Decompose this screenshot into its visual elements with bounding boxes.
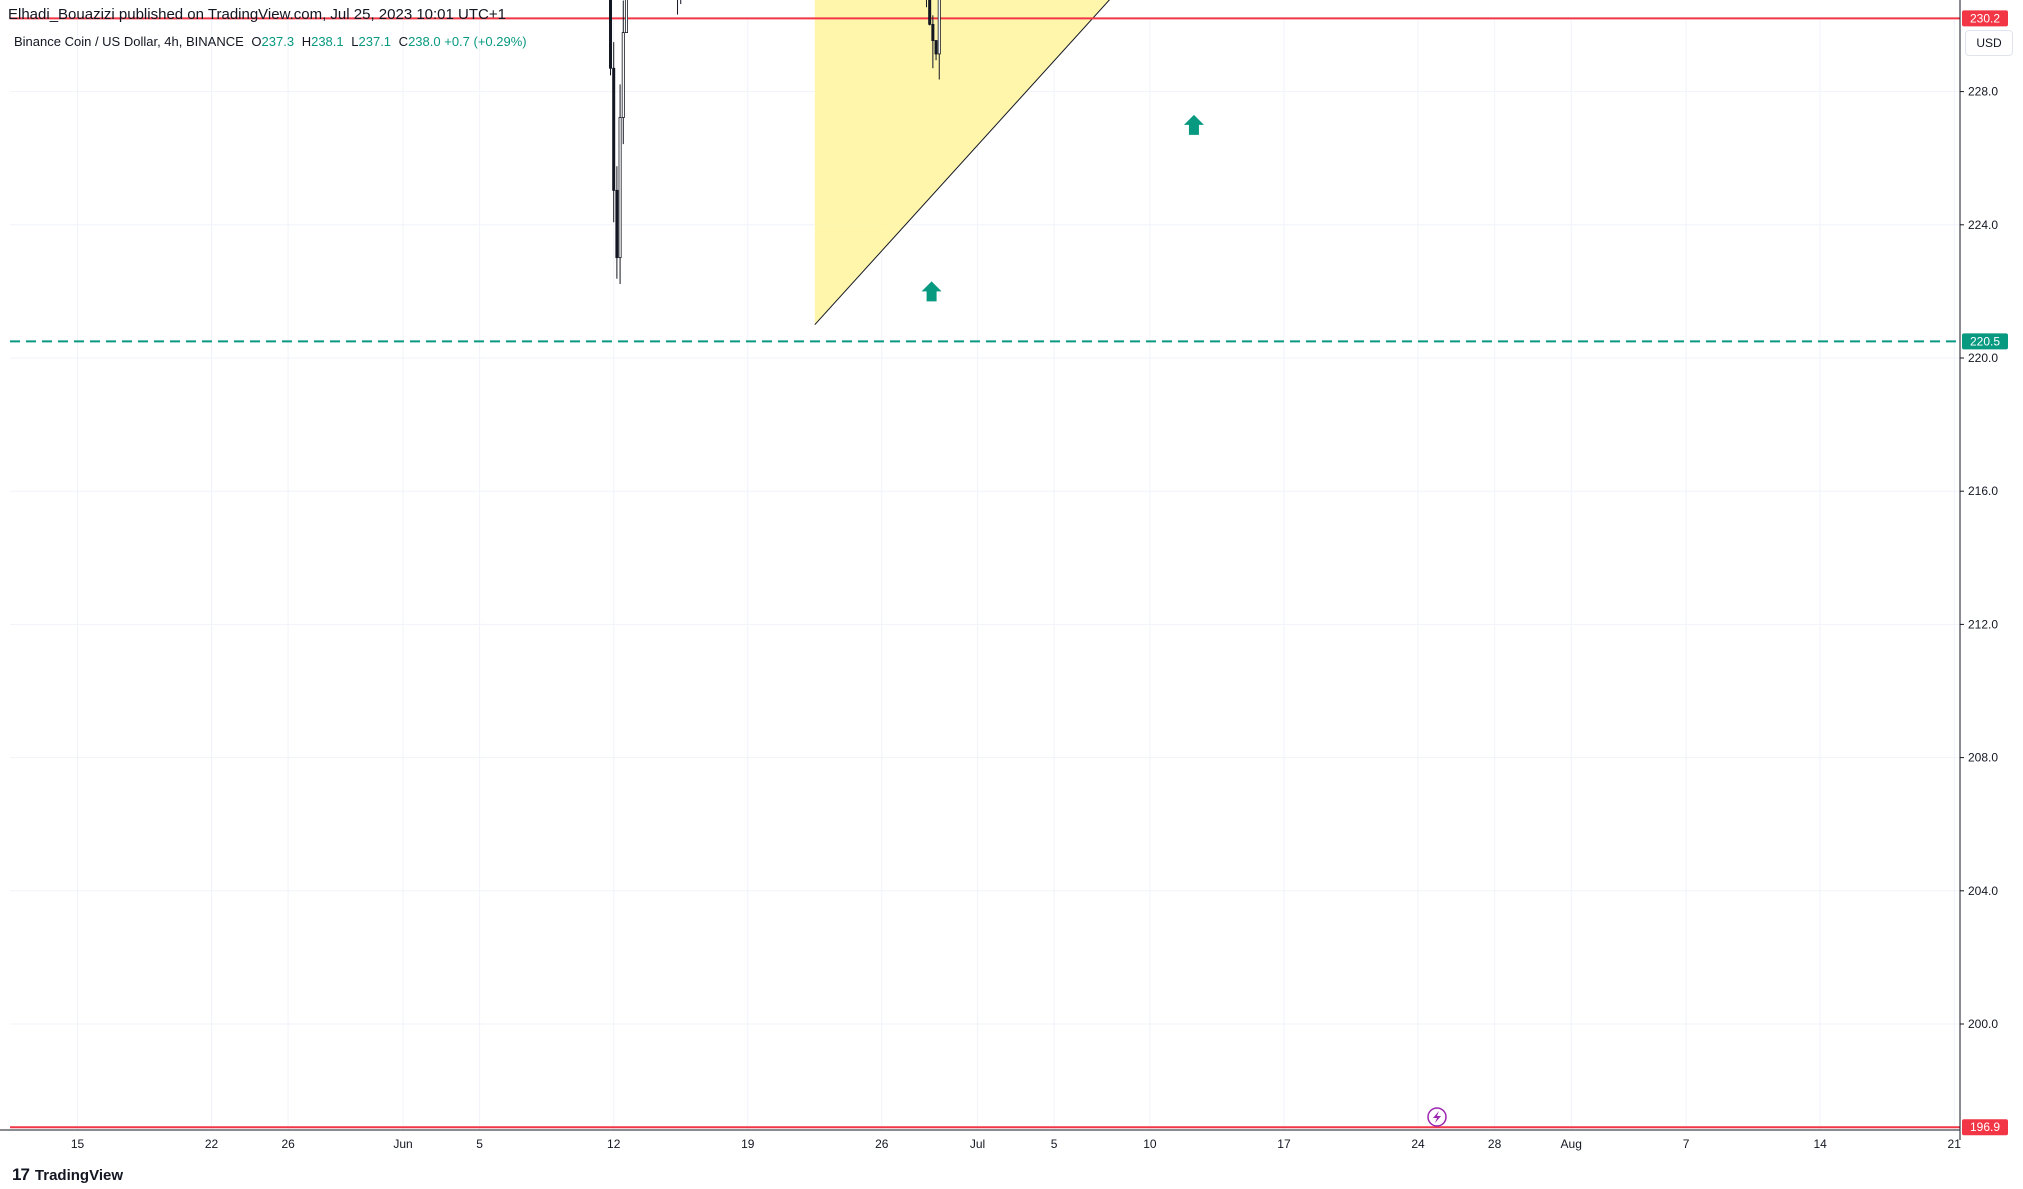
x-tick-label: 19: [741, 1137, 755, 1151]
channel-lower-line: [814, 0, 1110, 326]
high-label: H: [301, 34, 312, 49]
y-tick-label: 200.0: [1968, 1017, 1998, 1031]
candle-body: [615, 189, 619, 259]
low-value: 237.1: [358, 34, 392, 49]
symbol-legend[interactable]: Binance Coin / US Dollar, 4h, BINANCE O2…: [14, 34, 527, 49]
symbol-description[interactable]: Binance Coin / US Dollar, 4h, BINANCE: [14, 34, 244, 49]
chart-grid: [10, 20, 1960, 1130]
x-tick-label: Jun: [393, 1137, 412, 1151]
candle-body: [618, 117, 622, 259]
x-tick-label: 26: [281, 1137, 295, 1151]
x-tick-label: 7: [1683, 1137, 1690, 1151]
level-price-tag: [1962, 333, 2008, 350]
x-tick-label: 26: [875, 1137, 889, 1151]
signal-arrows[interactable]: [811, 0, 1354, 302]
y-tick-label: 204.0: [1968, 884, 1998, 898]
high-value: 238.1: [311, 34, 344, 49]
candle-body: [937, 0, 941, 55]
arrow-up-icon[interactable]: [1183, 114, 1204, 135]
level-price-tag-label: 230.2: [1970, 11, 2000, 25]
x-tick-label: 5: [1051, 1137, 1058, 1151]
brand-name: TradingView: [34, 1166, 124, 1184]
publish-header: Elhadi_Bouazizi published on TradingView…: [8, 6, 506, 23]
x-tick-label: 24: [1411, 1137, 1425, 1151]
low-label: L: [351, 34, 359, 49]
tradingview-logo-icon: 17: [12, 1165, 30, 1184]
arrow-up-icon[interactable]: [921, 281, 942, 302]
candle-body: [624, 0, 628, 33]
x-tick-label: 28: [1488, 1137, 1502, 1151]
y-tick-label: 224.0: [1968, 218, 1998, 232]
candle-body: [621, 32, 625, 118]
level-price-tag-label: 196.9: [1970, 1120, 2000, 1134]
x-tick-label: Aug: [1561, 1137, 1582, 1151]
currency-button[interactable]: USD: [1965, 30, 2013, 56]
x-tick-label: 5: [476, 1137, 483, 1151]
x-tick-label: 12: [607, 1137, 621, 1151]
candlestick-series: [609, 0, 941, 285]
y-tick-label: 228.0: [1968, 85, 1998, 99]
horizontal-levels[interactable]: [10, 0, 1960, 1129]
level-price-tag: [1962, 10, 2008, 27]
x-tick-label: 22: [205, 1137, 219, 1151]
y-tick-label: 220.0: [1968, 351, 1998, 365]
lightning-bolt: [1433, 1111, 1441, 1123]
open-label: O: [251, 34, 262, 49]
candle-body: [934, 40, 938, 55]
candle-body: [609, 0, 613, 69]
close-value: 238.0: [408, 34, 441, 49]
x-tick-label: 17: [1277, 1137, 1291, 1151]
change-value: +0.7 (+0.29%): [444, 34, 527, 49]
x-tick-label: 21: [1948, 1137, 1962, 1151]
open-value: 237.3: [261, 34, 295, 49]
candle-body: [928, 0, 932, 25]
zone-yellow-channel[interactable]: [814, 0, 1480, 325]
level-price-tag-label: 220.5: [1970, 334, 2000, 348]
close-label: C: [398, 34, 409, 49]
tradingview-footer[interactable]: 17 TradingView: [12, 1165, 123, 1185]
x-tick-label: 15: [71, 1137, 85, 1151]
lightning-icon: [1427, 1107, 1447, 1127]
y-tick-label: 216.0: [1968, 484, 1998, 498]
x-tick-label: 10: [1143, 1137, 1157, 1151]
y-tick-label: 208.0: [1968, 751, 1998, 765]
candle-body: [612, 67, 616, 191]
candle-body: [931, 23, 935, 41]
y-tick-label: 212.0: [1968, 617, 1998, 631]
price-labels: 315.0302.9274.7255.1250.5231.9230.2220.5…: [1427, 10, 2008, 1136]
x-tick-label: Jul: [970, 1137, 985, 1151]
drawing-zones[interactable]: [10, 0, 1506, 326]
level-price-tag: [1962, 1119, 2008, 1136]
axes[interactable]: 200.0 204.0 208.0 212.0 216.0 220.0 224.0 228.0…: [0, 0, 1998, 1151]
x-tick-label: 14: [1813, 1137, 1827, 1151]
